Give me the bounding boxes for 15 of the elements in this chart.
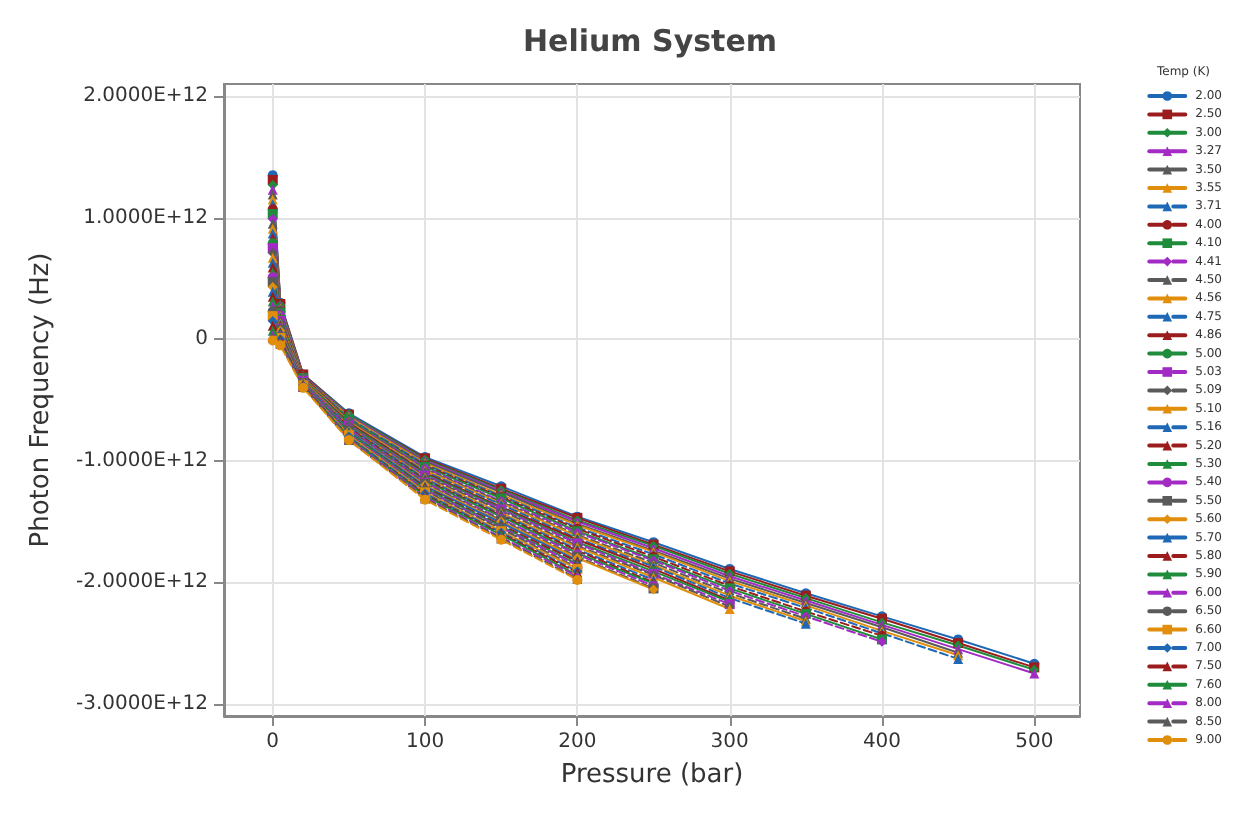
x-tick-label: 100 (405, 731, 445, 753)
x-tick-label: 0 (266, 731, 280, 753)
y-tick-label: -1.0000E+12 (75, 449, 208, 472)
x-tick-label: 500 (1015, 731, 1054, 753)
y-tick-label: -2.0000E+12 (75, 571, 208, 594)
y-tick-label: -3.0000E+12 (75, 692, 208, 715)
x-tick-label: 300 (710, 731, 749, 753)
y-tick-label: 2.0000E+12 (83, 85, 208, 108)
x-tick-label: 400 (862, 731, 902, 753)
x-axis-title: Pressure (bar) (560, 759, 744, 790)
y-axis-title: Photon Frequency (Hz) (26, 252, 57, 548)
y-tick-label: 0 (195, 328, 208, 351)
y-tick-label: 1.0000E+12 (83, 206, 208, 229)
x-tick-label: 200 (558, 731, 597, 753)
chart-title: Helium System (522, 23, 778, 59)
